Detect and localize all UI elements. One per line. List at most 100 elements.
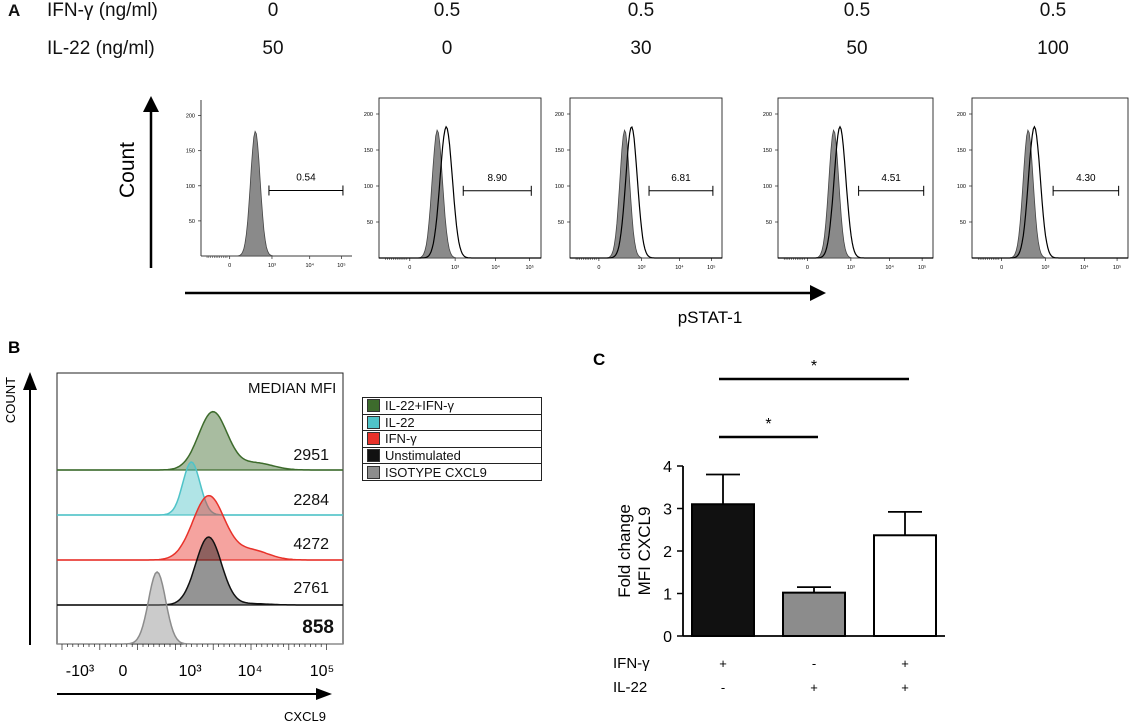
gate-percent-label: 4.30 — [1076, 173, 1096, 184]
panel-a-y-label: Count — [116, 142, 139, 198]
histogram-x-tick-label: 10⁴ — [305, 262, 314, 269]
histogram-x-tick-label: 0 — [1000, 265, 1003, 271]
factor-sign: - — [812, 656, 816, 671]
stimulated-histogram — [778, 125, 933, 259]
panel-a-count-arrow-icon — [143, 96, 159, 112]
histogram-frame — [777, 97, 934, 259]
histogram-x-tick-label: 10⁵ — [918, 264, 926, 271]
histogram-plot: 50 100 150 200 0 10³ 10⁴ 10⁵ 0.54 — [186, 100, 352, 269]
isotype-histogram — [972, 129, 1128, 259]
panel-b-label: B — [8, 338, 20, 357]
histogram-y-tick-label: 50 — [766, 220, 772, 226]
histogram-plot: 50 100 150 200 0 10³ 10⁴ 10⁵ 6.81 — [555, 97, 723, 271]
ifn-row-label: IFN-γ (ng/ml) — [47, 0, 158, 21]
histogram-y-tick-label: 150 — [763, 148, 772, 154]
il22-row-label: IL-22 (ng/ml) — [47, 38, 155, 59]
panel-c-label: C — [593, 350, 605, 369]
y-tick-label: 2 — [663, 544, 672, 561]
histogram-x-tick-label: 10⁴ — [885, 264, 894, 271]
panel-b-ridgelines: -10³ 0 10³ 10⁴ 10⁵ — [57, 410, 343, 680]
stimulated-histogram — [379, 125, 541, 259]
legend-item: IL-22+IFN-γ — [363, 398, 541, 415]
significance-label: * — [765, 416, 771, 433]
histogram-y-tick-label: 50 — [558, 220, 564, 226]
factor-sign: + — [901, 680, 909, 695]
histogram-y-tick-label: 100 — [763, 184, 772, 190]
panel-a-pstat-arrow-icon — [810, 285, 826, 301]
cxcl9-tick-label: -10³ — [66, 663, 95, 680]
histogram-y-tick-label: 200 — [186, 114, 195, 120]
histogram-y-tick-label: 150 — [364, 148, 373, 154]
panel-b-x-label: CXCL9 — [284, 709, 326, 724]
isotype-histogram — [778, 129, 933, 259]
mfi-value: 4272 — [293, 536, 329, 553]
cxcl9-tick-label: 10³ — [178, 663, 202, 680]
histogram-y-tick-label: 200 — [957, 112, 966, 118]
ridge-fill — [57, 411, 343, 470]
ifn-value: 0.5 — [843, 0, 871, 21]
panel-a-label: A — [8, 1, 21, 20]
histogram-x-tick-label: 0 — [806, 265, 809, 271]
factor-row-label: IL-22 — [613, 679, 647, 696]
legend-label: IFN-γ — [385, 431, 417, 447]
histogram-x-tick-label: 10⁴ — [675, 264, 684, 271]
histogram-y-tick-label: 100 — [186, 184, 195, 190]
panel-a-x-label: pSTAT-1 — [678, 308, 743, 327]
factor-sign: - — [721, 680, 725, 695]
ifn-value: 0.5 — [1039, 0, 1067, 21]
histogram-x-tick-label: 10³ — [1041, 265, 1049, 271]
stimulated-histogram — [972, 125, 1128, 259]
y-axis-label-line: MFI CXCL9 — [635, 507, 654, 596]
gate-percent-label: 0.54 — [296, 172, 316, 183]
histogram-frame — [971, 97, 1129, 259]
significance-label: * — [811, 358, 817, 375]
legend-label: IL-22 — [385, 414, 415, 430]
legend-label: Unstimulated — [385, 448, 461, 464]
histogram-y-tick-label: 50 — [367, 220, 373, 226]
gate-percent-label: 8.90 — [488, 173, 508, 184]
bar — [873, 534, 937, 638]
il22-value: 50 — [846, 38, 868, 59]
histogram-y-tick-label: 50 — [189, 219, 195, 225]
isotype-histogram — [379, 129, 541, 259]
legend-swatch — [367, 432, 380, 446]
y-axis-label-line: Fold change — [615, 504, 634, 598]
il22-value: 0 — [441, 38, 453, 59]
histogram-x-tick-label: 0 — [408, 265, 411, 271]
histogram-y-tick-label: 150 — [555, 148, 564, 154]
histogram-x-tick-label: 10⁵ — [525, 264, 533, 271]
median-mfi-header: MEDIAN MFI — [248, 380, 337, 397]
histogram-y-tick-label: 200 — [763, 112, 772, 118]
mfi-value: 2951 — [293, 447, 329, 464]
cxcl9-tick-label: 10⁴ — [238, 663, 263, 680]
histogram-x-tick-label: 10³ — [847, 265, 855, 271]
histogram-plot: 50 100 150 200 0 10³ 10⁴ 10⁵ 4.51 — [763, 97, 934, 271]
panel-c-bar-chart: 0 1 2 3 4 Fold changeMFI CXCL9 * * IFN-γ + - + IL-22… — [613, 358, 945, 696]
il22-value: 100 — [1037, 38, 1069, 59]
histogram-y-tick-label: 50 — [960, 220, 966, 226]
mfi-value: 2284 — [293, 492, 329, 509]
histogram-x-tick-label: 10⁵ — [337, 262, 345, 269]
cxcl9-tick-label: 0 — [119, 663, 128, 680]
histogram-y-tick-label: 200 — [364, 112, 373, 118]
histogram-x-tick-label: 10⁵ — [707, 264, 715, 271]
mfi-value: 858 — [302, 617, 334, 638]
ridge-fill — [57, 462, 343, 515]
isotype-histogram — [570, 128, 722, 259]
ridge-fill — [57, 537, 343, 605]
y-tick-label: 3 — [663, 502, 672, 519]
legend-swatch — [367, 415, 380, 429]
histogram-plot: 50 100 150 200 0 10³ 10⁴ 10⁵ 4.30 — [957, 97, 1129, 271]
mfi-value: 2761 — [293, 580, 329, 597]
histogram-x-tick-label: 0 — [228, 263, 231, 269]
y-axis-label: Fold changeMFI CXCL9 — [615, 504, 654, 598]
histogram-x-tick-label: 10⁵ — [1113, 264, 1121, 271]
histogram-frame — [569, 97, 723, 259]
histogram-x-tick-label: 0 — [597, 265, 600, 271]
factor-sign: + — [901, 656, 909, 671]
il22-value: 50 — [262, 38, 284, 59]
factor-sign: + — [719, 656, 727, 671]
factor-sign: + — [810, 680, 818, 695]
histogram-y-tick-label: 100 — [364, 184, 373, 190]
ifn-value: 0 — [267, 0, 279, 21]
